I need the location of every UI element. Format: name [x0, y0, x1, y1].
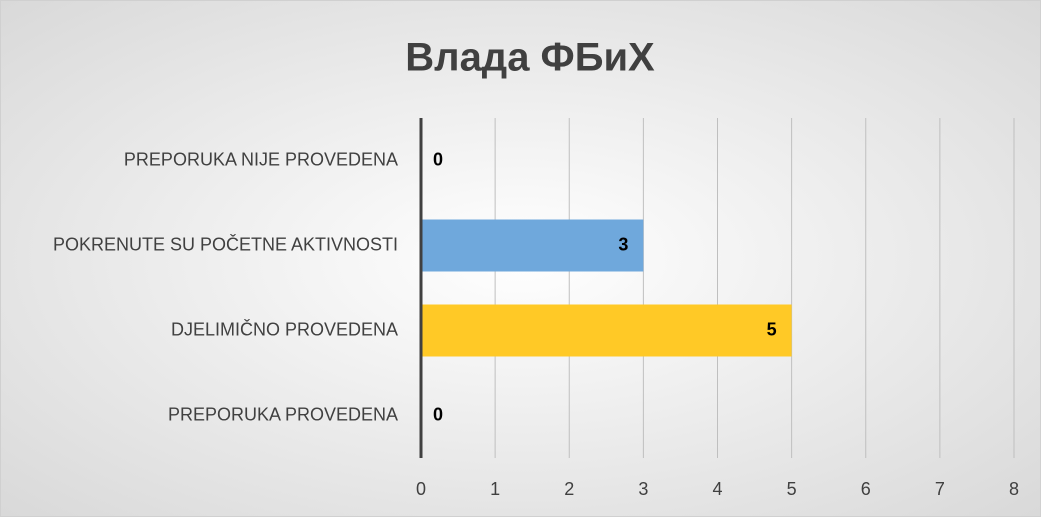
bar	[421, 304, 792, 357]
x-tick-label: 1	[490, 479, 500, 499]
y-tick-label: PREPORUKA PROVEDENA	[168, 404, 398, 424]
y-tick-label: DJELIMIČNO PROVEDENA	[171, 318, 398, 339]
y-tick-label: PREPORUKA NIJE PROVEDENA	[124, 149, 398, 169]
x-tick-label: 7	[935, 479, 945, 499]
x-tick-label: 2	[564, 479, 574, 499]
chart-title: Влада ФБиХ	[405, 36, 655, 80]
data-label: 5	[767, 319, 777, 339]
x-tick-label: 5	[787, 479, 797, 499]
data-label: 3	[618, 234, 628, 254]
y-tick-label: POKRENUTE SU POČETNE AKTIVNOSTI	[53, 233, 398, 254]
bar	[421, 219, 644, 272]
x-tick-label: 3	[638, 479, 648, 499]
x-tick-label: 6	[861, 479, 871, 499]
data-label: 0	[433, 149, 443, 169]
x-tick-label: 8	[1009, 479, 1019, 499]
x-tick-label: 0	[416, 479, 426, 499]
data-label: 0	[433, 404, 443, 424]
x-tick-label: 4	[712, 479, 722, 499]
